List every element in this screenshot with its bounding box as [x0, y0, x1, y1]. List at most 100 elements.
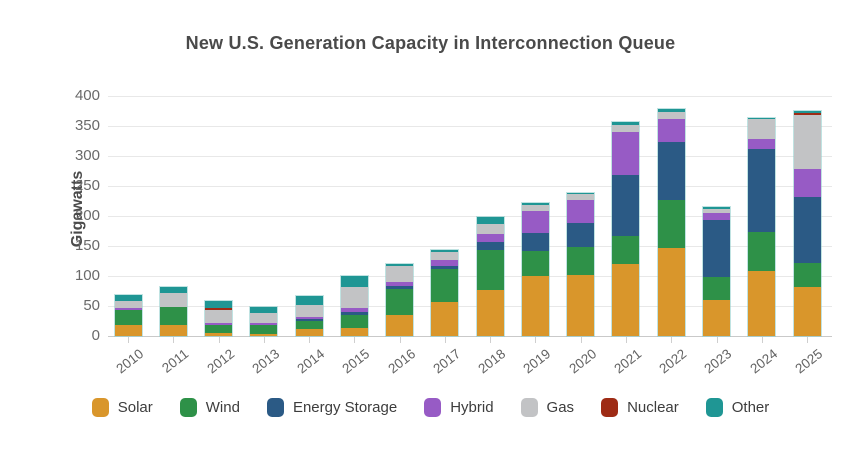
legend-item-energy-storage[interactable]: Energy Storage: [266, 398, 397, 417]
bar-segment-2011-wind[interactable]: [159, 306, 187, 325]
legend-item-gas[interactable]: Gas: [520, 398, 574, 417]
bar-segment-2010-wind[interactable]: [114, 309, 142, 326]
bar-segment-2014-solar[interactable]: [295, 328, 323, 336]
legend-item-nuclear[interactable]: Nuclear: [601, 398, 679, 417]
bar-segment-2020-hybrid[interactable]: [567, 199, 595, 224]
bar-segment-2015-solar[interactable]: [340, 327, 368, 336]
bar-segment-2015-energy-storage[interactable]: [340, 312, 368, 316]
bar-segment-2020-solar[interactable]: [567, 275, 595, 336]
bar-segment-2012-nuclear[interactable]: [205, 307, 233, 311]
bar-segment-2010-gas[interactable]: [114, 301, 142, 308]
bar-segment-2012-hybrid[interactable]: [205, 323, 233, 325]
bar-segment-2015-other[interactable]: [340, 276, 368, 287]
bar-segment-2025-nuclear[interactable]: [793, 112, 821, 116]
legend-item-other[interactable]: Other: [705, 398, 769, 417]
bar-segment-2024-gas[interactable]: [748, 119, 776, 139]
bar-segment-2014-gas[interactable]: [295, 304, 323, 317]
bar-segment-2025-gas[interactable]: [793, 115, 821, 170]
bar-segment-2023-hybrid[interactable]: [703, 213, 730, 221]
bar-segment-2011-other[interactable]: [159, 286, 187, 293]
bar-segment-2021-other[interactable]: [612, 122, 640, 126]
bar-segment-2018-solar[interactable]: [476, 290, 504, 336]
bar-segment-2015-hybrid[interactable]: [340, 308, 368, 313]
bar-segment-2012-solar[interactable]: [205, 333, 233, 336]
bar-segment-2023-wind[interactable]: [703, 276, 730, 300]
bar-segment-2017-solar[interactable]: [431, 301, 459, 336]
bar-segment-2020-gas[interactable]: [567, 193, 595, 200]
bar-segment-2011-solar[interactable]: [159, 324, 187, 336]
bar-segment-2024-wind[interactable]: [748, 232, 776, 272]
bar-segment-2013-solar[interactable]: [250, 333, 278, 336]
bar-segment-2019-gas[interactable]: [521, 204, 549, 212]
bar-2021[interactable]: [612, 122, 640, 336]
bar-segment-2017-energy-storage[interactable]: [431, 265, 459, 269]
bar-segment-2023-gas[interactable]: [703, 209, 730, 214]
bar-segment-2022-solar[interactable]: [657, 247, 685, 336]
legend-item-wind[interactable]: Wind: [179, 398, 240, 417]
bar-segment-2022-hybrid[interactable]: [657, 118, 685, 143]
bar-segment-2016-energy-storage[interactable]: [386, 285, 414, 289]
bar-2023[interactable]: [703, 207, 730, 336]
bar-segment-2016-solar[interactable]: [386, 315, 414, 336]
legend-item-hybrid[interactable]: Hybrid: [424, 398, 494, 417]
bar-segment-2022-other[interactable]: [657, 109, 685, 113]
bar-segment-2020-other[interactable]: [567, 192, 595, 194]
bar-segment-2025-hybrid[interactable]: [793, 169, 821, 197]
bar-2025[interactable]: [793, 111, 821, 336]
bar-segment-2021-gas[interactable]: [612, 125, 640, 133]
bar-segment-2025-solar[interactable]: [793, 287, 821, 336]
bar-segment-2014-wind[interactable]: [295, 321, 323, 329]
bar-segment-2024-hybrid[interactable]: [748, 138, 776, 150]
bar-2011[interactable]: [159, 286, 187, 336]
bar-segment-2016-other[interactable]: [386, 264, 414, 266]
bar-segment-2025-wind[interactable]: [793, 262, 821, 288]
bar-segment-2020-energy-storage[interactable]: [567, 223, 595, 247]
bar-segment-2021-solar[interactable]: [612, 264, 640, 336]
bar-segment-2023-other[interactable]: [703, 207, 730, 210]
bar-segment-2017-wind[interactable]: [431, 268, 459, 302]
bar-segment-2023-energy-storage[interactable]: [703, 220, 730, 277]
bar-segment-2017-other[interactable]: [431, 249, 459, 253]
bar-segment-2014-energy-storage[interactable]: [295, 318, 323, 322]
bar-2015[interactable]: [340, 276, 368, 336]
bar-segment-2011-gas[interactable]: [159, 292, 187, 307]
bar-2020[interactable]: [567, 192, 595, 336]
bar-segment-2014-other[interactable]: [295, 296, 323, 305]
bar-segment-2010-hybrid[interactable]: [114, 307, 142, 310]
bar-segment-2010-other[interactable]: [114, 295, 142, 302]
bar-segment-2020-wind[interactable]: [567, 246, 595, 276]
bar-2016[interactable]: [386, 264, 414, 336]
bar-2018[interactable]: [476, 217, 504, 336]
bar-segment-2019-other[interactable]: [521, 202, 549, 205]
bar-segment-2024-energy-storage[interactable]: [748, 149, 776, 233]
bar-2012[interactable]: [205, 301, 233, 336]
bar-segment-2018-wind[interactable]: [476, 250, 504, 291]
bar-segment-2012-gas[interactable]: [205, 310, 233, 324]
bar-segment-2022-energy-storage[interactable]: [657, 142, 685, 200]
bar-2024[interactable]: [748, 118, 776, 336]
bar-segment-2018-energy-storage[interactable]: [476, 242, 504, 251]
bar-segment-2012-wind[interactable]: [205, 324, 233, 333]
bar-segment-2014-hybrid[interactable]: [295, 316, 323, 319]
bar-segment-2025-energy-storage[interactable]: [793, 196, 821, 263]
bar-segment-2019-energy-storage[interactable]: [521, 233, 549, 252]
bar-2017[interactable]: [431, 249, 459, 336]
bar-segment-2017-gas[interactable]: [431, 252, 459, 260]
bar-segment-2013-other[interactable]: [250, 307, 278, 314]
bar-segment-2022-gas[interactable]: [657, 112, 685, 119]
bar-segment-2018-other[interactable]: [476, 217, 504, 224]
bar-segment-2016-gas[interactable]: [386, 265, 414, 283]
bar-segment-2012-other[interactable]: [205, 301, 233, 308]
bar-segment-2013-wind[interactable]: [250, 324, 278, 334]
bar-segment-2021-wind[interactable]: [612, 235, 640, 264]
bar-segment-2018-gas[interactable]: [476, 223, 504, 235]
bar-segment-2016-wind[interactable]: [386, 288, 414, 315]
bar-segment-2016-hybrid[interactable]: [386, 282, 414, 286]
bar-2013[interactable]: [250, 307, 278, 336]
bar-segment-2015-gas[interactable]: [340, 286, 368, 309]
bar-segment-2017-hybrid[interactable]: [431, 259, 459, 266]
bar-segment-2010-solar[interactable]: [114, 325, 142, 336]
bar-segment-2013-gas[interactable]: [250, 313, 278, 324]
bar-segment-2022-wind[interactable]: [657, 199, 685, 248]
bar-2014[interactable]: [295, 296, 323, 336]
